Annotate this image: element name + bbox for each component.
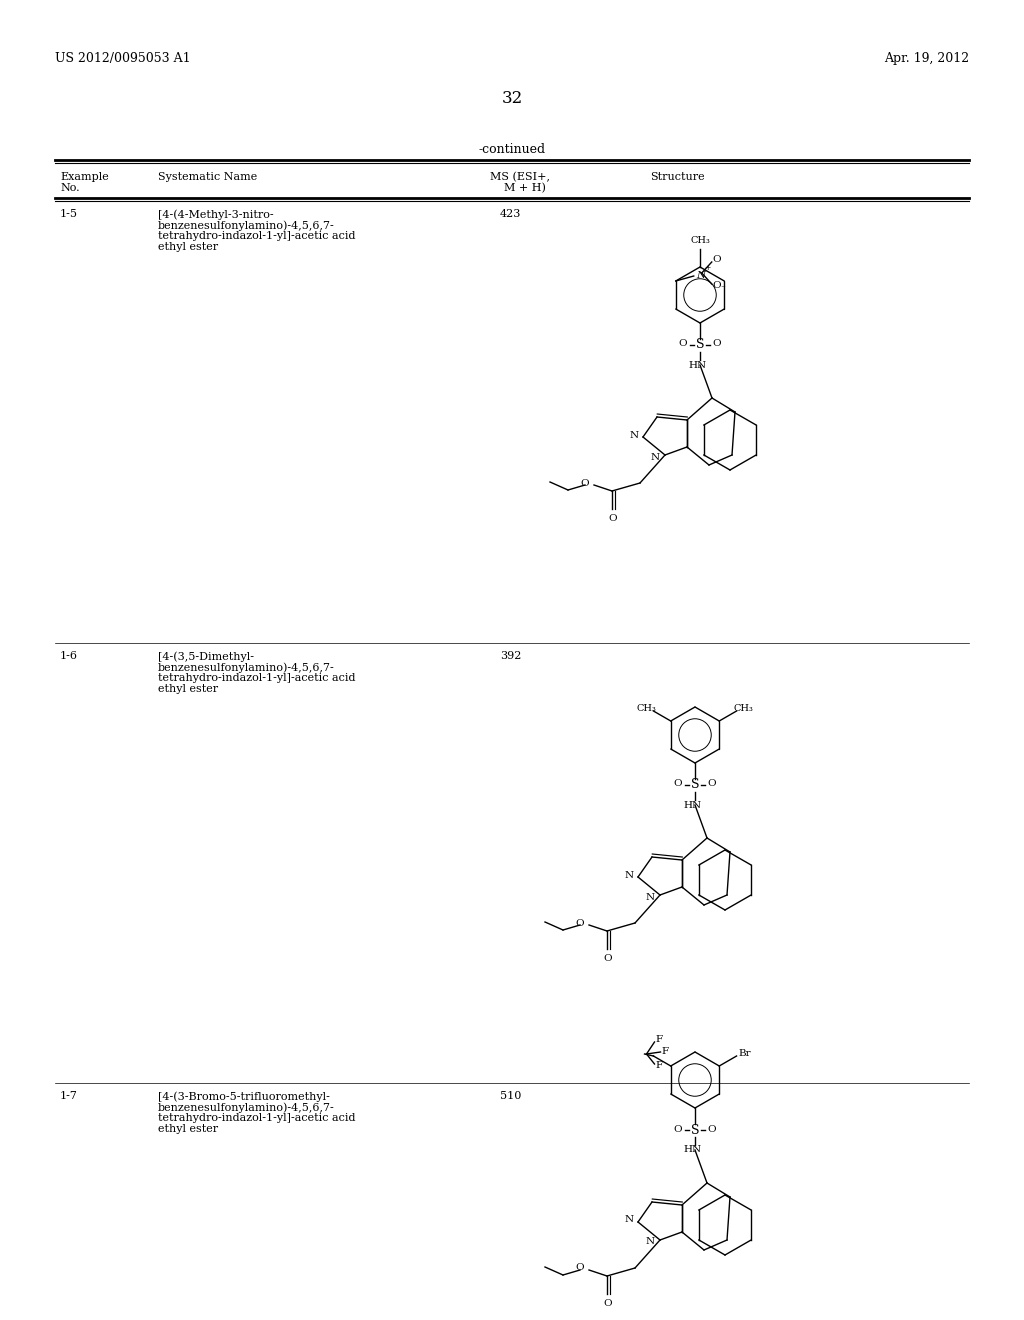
Text: S: S bbox=[691, 1123, 699, 1137]
Text: +: + bbox=[703, 264, 710, 272]
Text: O: O bbox=[679, 339, 687, 348]
Text: S: S bbox=[691, 779, 699, 792]
Text: O: O bbox=[713, 339, 721, 348]
Text: Apr. 19, 2012: Apr. 19, 2012 bbox=[884, 51, 969, 65]
Text: US 2012/0095053 A1: US 2012/0095053 A1 bbox=[55, 51, 190, 65]
Text: -continued: -continued bbox=[478, 143, 546, 156]
Text: [4-(3,5-Dimethyl-: [4-(3,5-Dimethyl- bbox=[158, 651, 254, 661]
Text: HN: HN bbox=[683, 800, 701, 809]
Text: O: O bbox=[581, 479, 589, 487]
Text: Br: Br bbox=[738, 1049, 751, 1059]
Text: ethyl ester: ethyl ester bbox=[158, 242, 218, 252]
Text: CH₃: CH₃ bbox=[637, 704, 656, 713]
Text: ⁻: ⁻ bbox=[721, 285, 725, 293]
Text: 510: 510 bbox=[500, 1092, 521, 1101]
Text: O: O bbox=[708, 780, 717, 788]
Text: MS (ESI+,: MS (ESI+, bbox=[490, 172, 550, 182]
Text: tetrahydro-indazol-1-yl]-acetic acid: tetrahydro-indazol-1-yl]-acetic acid bbox=[158, 1113, 355, 1123]
Text: HN: HN bbox=[683, 1146, 701, 1155]
Text: N: N bbox=[630, 430, 639, 440]
Text: O: O bbox=[575, 919, 584, 928]
Text: N: N bbox=[651, 453, 660, 462]
Text: N: N bbox=[625, 870, 634, 879]
Text: 1-5: 1-5 bbox=[60, 209, 78, 219]
Text: O: O bbox=[708, 1125, 717, 1134]
Text: F: F bbox=[655, 1061, 663, 1071]
Text: N: N bbox=[625, 1216, 634, 1225]
Text: N: N bbox=[695, 271, 705, 280]
Text: Structure: Structure bbox=[650, 172, 705, 182]
Text: 1-7: 1-7 bbox=[60, 1092, 78, 1101]
Text: F: F bbox=[655, 1035, 663, 1044]
Text: N: N bbox=[646, 1238, 655, 1246]
Text: N: N bbox=[646, 892, 655, 902]
Text: Example: Example bbox=[60, 172, 109, 182]
Text: 32: 32 bbox=[502, 90, 522, 107]
Text: ethyl ester: ethyl ester bbox=[158, 684, 218, 694]
Text: [4-(4-Methyl-3-nitro-: [4-(4-Methyl-3-nitro- bbox=[158, 209, 273, 219]
Text: O: O bbox=[604, 954, 612, 964]
Text: HN: HN bbox=[688, 360, 707, 370]
Text: O: O bbox=[713, 281, 721, 290]
Text: tetrahydro-indazol-1-yl]-acetic acid: tetrahydro-indazol-1-yl]-acetic acid bbox=[158, 673, 355, 682]
Text: CH₃: CH₃ bbox=[733, 704, 754, 713]
Text: O: O bbox=[713, 255, 721, 264]
Text: Systematic Name: Systematic Name bbox=[158, 172, 257, 182]
Text: ethyl ester: ethyl ester bbox=[158, 1125, 218, 1134]
Text: benzenesulfonylamino)-4,5,6,7-: benzenesulfonylamino)-4,5,6,7- bbox=[158, 220, 335, 231]
Text: S: S bbox=[695, 338, 705, 351]
Text: benzenesulfonylamino)-4,5,6,7-: benzenesulfonylamino)-4,5,6,7- bbox=[158, 1102, 335, 1113]
Text: O: O bbox=[604, 1299, 612, 1308]
Text: tetrahydro-indazol-1-yl]-acetic acid: tetrahydro-indazol-1-yl]-acetic acid bbox=[158, 231, 355, 242]
Text: No.: No. bbox=[60, 183, 80, 193]
Text: O: O bbox=[575, 1263, 584, 1272]
Text: O: O bbox=[674, 780, 682, 788]
Text: benzenesulfonylamino)-4,5,6,7-: benzenesulfonylamino)-4,5,6,7- bbox=[158, 663, 335, 673]
Text: [4-(3-Bromo-5-trifluoromethyl-: [4-(3-Bromo-5-trifluoromethyl- bbox=[158, 1092, 330, 1102]
Text: CH₃: CH₃ bbox=[690, 236, 710, 246]
Text: 423: 423 bbox=[500, 209, 521, 219]
Text: F: F bbox=[662, 1048, 669, 1056]
Text: 392: 392 bbox=[500, 651, 521, 661]
Text: O: O bbox=[608, 513, 617, 523]
Text: M + H): M + H) bbox=[490, 183, 546, 193]
Text: 1-6: 1-6 bbox=[60, 651, 78, 661]
Text: O: O bbox=[674, 1125, 682, 1134]
